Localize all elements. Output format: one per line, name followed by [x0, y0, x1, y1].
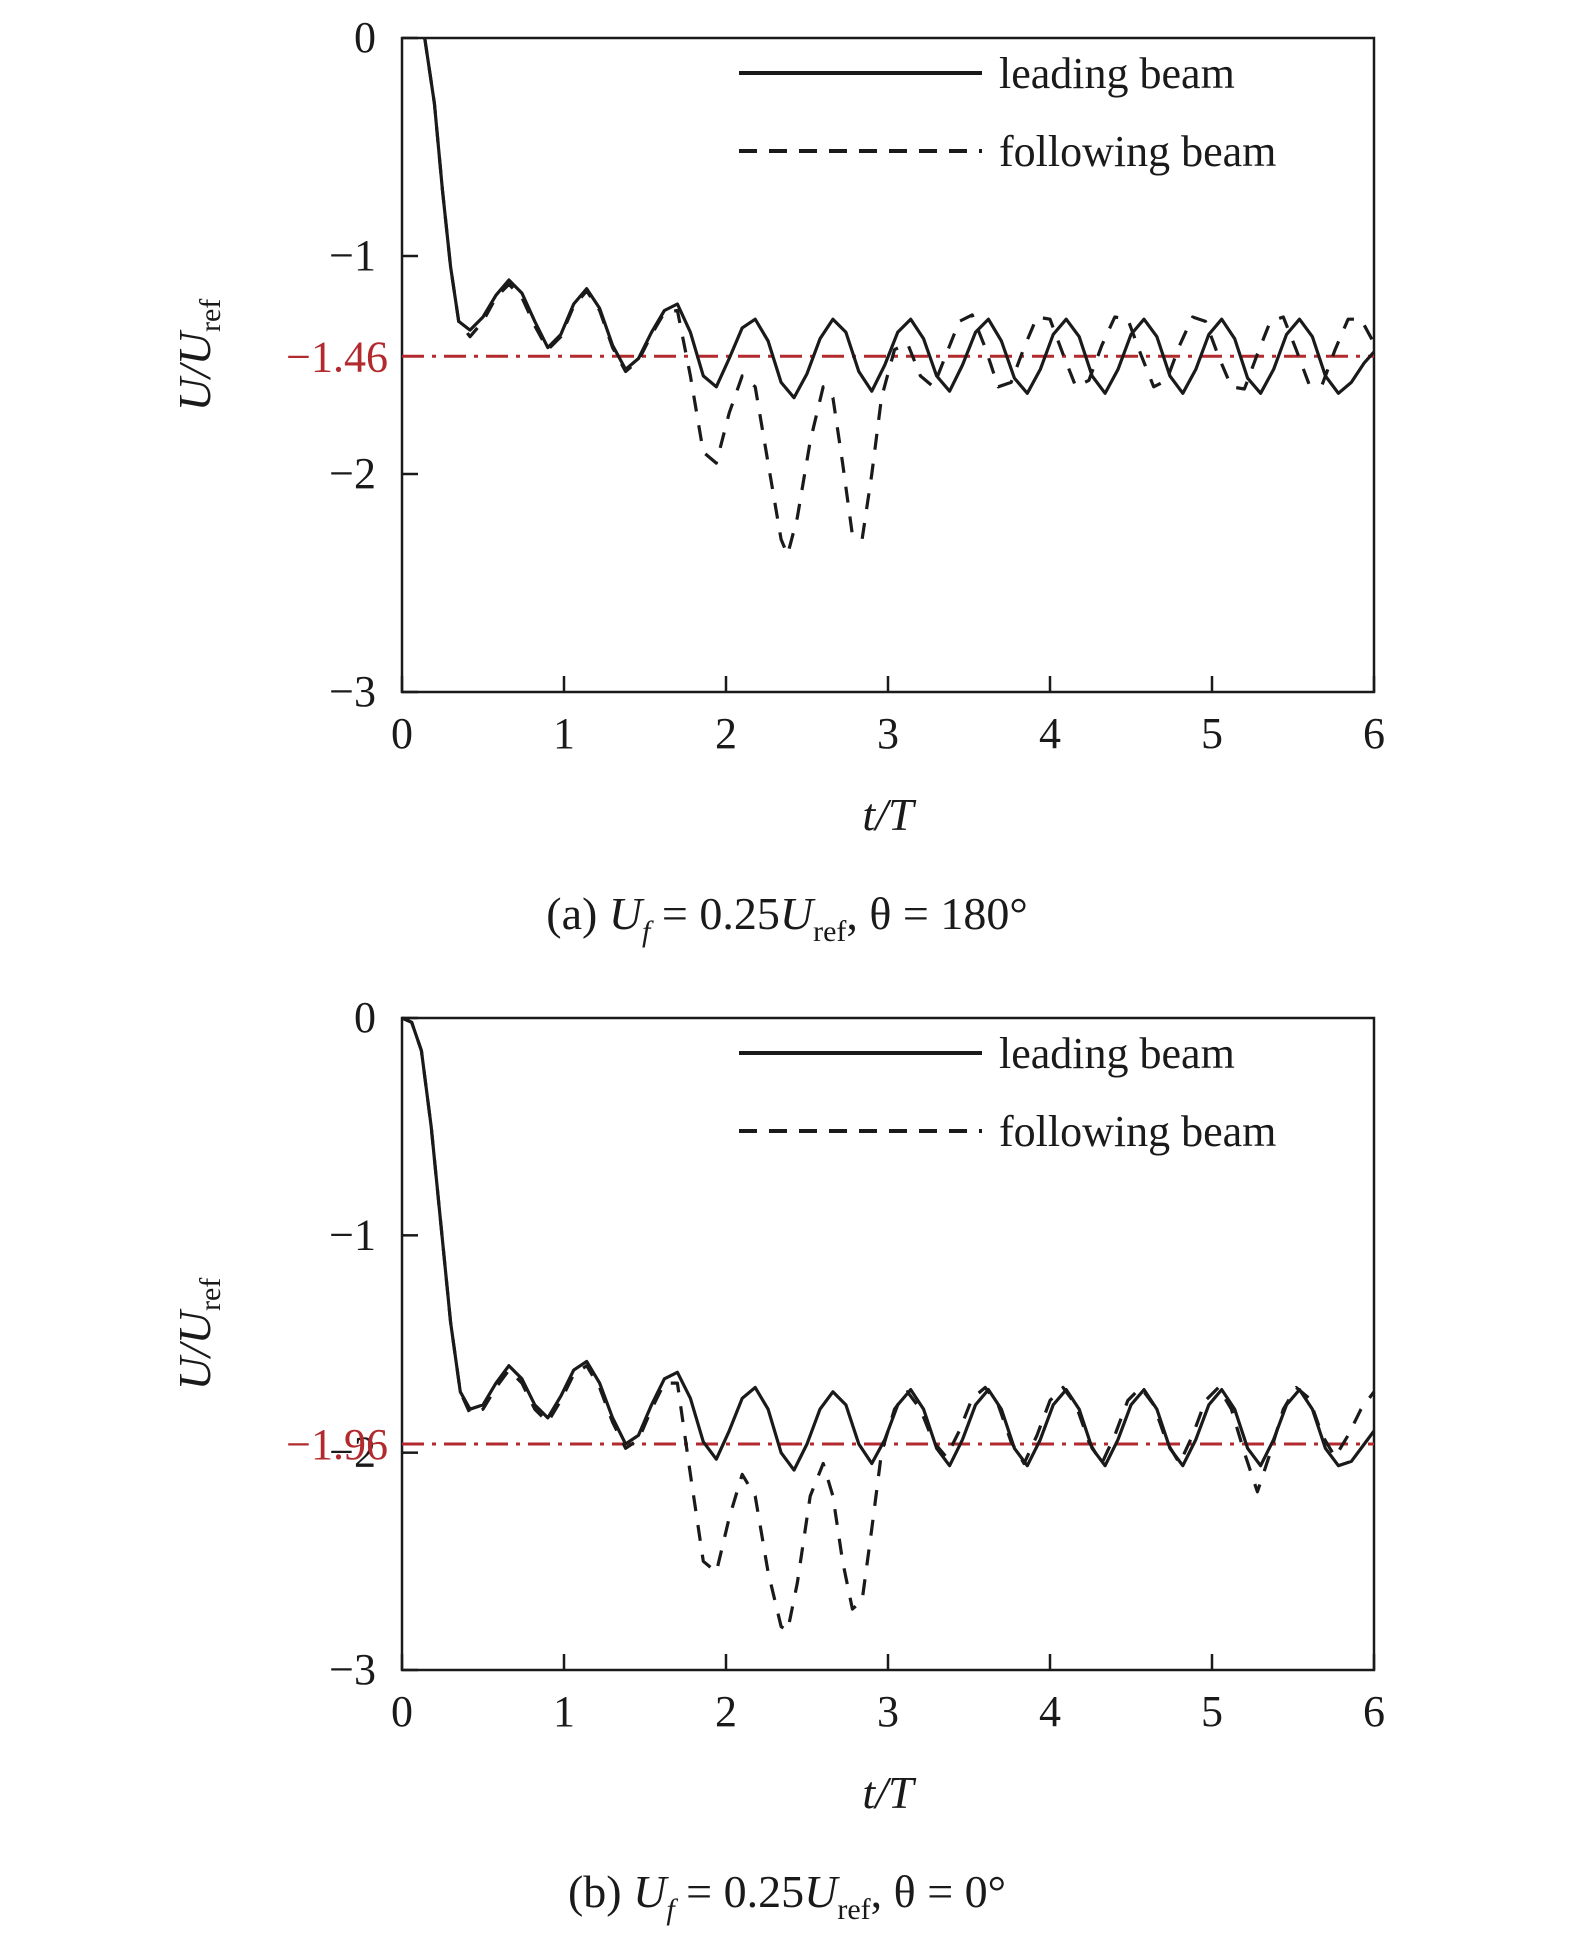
- x-tick-label: 2: [715, 709, 737, 758]
- x-tick-label: 4: [1039, 1687, 1061, 1736]
- caption-eq: = 0.25: [675, 1866, 804, 1917]
- caption-prefix: (a): [546, 888, 609, 939]
- chart-caption: (b) Uf = 0.25Uref, θ = 0°: [568, 1866, 1006, 1926]
- y-axis-title-subscript: ref: [194, 1278, 227, 1311]
- caption-u2-subscript: ref: [813, 915, 846, 948]
- y-tick-label: 0: [354, 993, 376, 1042]
- y-axis-title-subscript: ref: [194, 299, 227, 332]
- x-tick-label: 0: [391, 1687, 413, 1736]
- legend-label: following beam: [999, 1107, 1276, 1156]
- x-tick-label: 5: [1201, 709, 1223, 758]
- y-tick-label: −2: [329, 1428, 376, 1477]
- y-tick-label: 0: [354, 13, 376, 62]
- caption-rest: , θ = 0°: [871, 1866, 1006, 1917]
- x-tick-label: 3: [877, 1687, 899, 1736]
- y-axis-title-main: U/U: [169, 1308, 220, 1390]
- chart-b-svg: 0 1 2 3 4 5 6 0 −1 −2 −3 −1.96 leading beam following…: [169, 993, 1385, 1926]
- series-line-leading-beam: [401, 1016, 1376, 1472]
- x-tick-label: 5: [1201, 1687, 1223, 1736]
- caption-eq: = 0.25: [650, 888, 779, 939]
- series-line-following-beam: [401, 1016, 1376, 1633]
- y-tick-label: −2: [329, 449, 376, 498]
- x-tick-label: 6: [1363, 709, 1385, 758]
- caption-u2: U: [780, 888, 816, 939]
- caption-prefix: (b): [568, 1866, 633, 1917]
- x-tick-label: 4: [1039, 709, 1061, 758]
- legend-label: following beam: [999, 127, 1276, 176]
- x-tick-label: 1: [553, 1687, 575, 1736]
- legend-label: leading beam: [999, 49, 1235, 98]
- x-tick-label: 3: [877, 709, 899, 758]
- y-tick-label: −3: [329, 1645, 376, 1694]
- chart-panel-a: 0 1 2 3 4 5 6 0 −1 −2 −3 −1.46 leading beam following…: [169, 13, 1385, 948]
- x-axis-title: t/T: [862, 789, 917, 840]
- caption-u: U: [633, 1866, 669, 1917]
- caption-rest: , θ = 180°: [846, 888, 1027, 939]
- chart-panel-b: 0 1 2 3 4 5 6 0 −1 −2 −3 −1.96 leading beam following…: [0, 978, 1575, 1956]
- caption-u2: U: [804, 1866, 840, 1917]
- x-axis-title: t/T: [862, 1767, 917, 1818]
- y-axis-title: U/Uref: [169, 299, 227, 412]
- reference-line-label: −1.46: [286, 332, 388, 381]
- x-tick-label: 6: [1363, 1687, 1385, 1736]
- x-tick-label: 2: [715, 1687, 737, 1736]
- y-axis-title-main: U/U: [169, 329, 220, 411]
- y-axis-title: U/Uref: [169, 1278, 227, 1391]
- chart-caption: (a) Uf = 0.25Uref, θ = 180°: [546, 888, 1028, 948]
- y-tick-label: −1: [329, 1210, 376, 1259]
- chart-a-svg: 0 1 2 3 4 5 6 0 −1 −2 −3 −1.46 leading beam following…: [169, 13, 1385, 948]
- legend-label: leading beam: [999, 1029, 1235, 1078]
- x-tick-label: 1: [553, 709, 575, 758]
- x-tick-label: 0: [391, 709, 413, 758]
- y-tick-label: −3: [329, 667, 376, 716]
- y-tick-label: −1: [329, 231, 376, 280]
- caption-u2-subscript: ref: [837, 1893, 870, 1926]
- series-line-following-beam: [423, 37, 1376, 557]
- caption-u: U: [609, 888, 645, 939]
- reference-line-label: −1.96: [286, 1420, 388, 1469]
